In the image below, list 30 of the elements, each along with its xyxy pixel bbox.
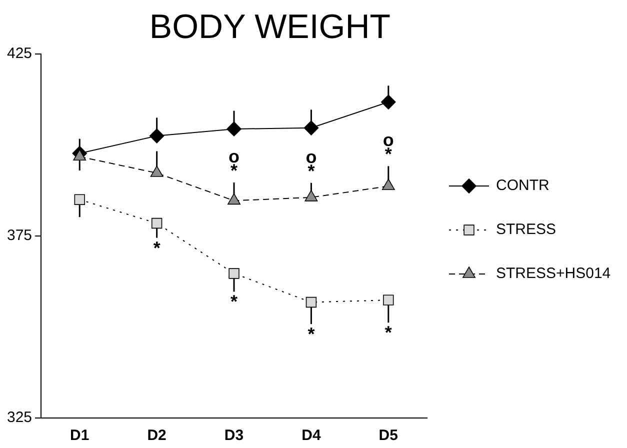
point	[151, 218, 162, 229]
point	[149, 128, 164, 144]
point	[150, 166, 164, 177]
x-tick-label: D1	[70, 427, 90, 444]
point	[226, 122, 242, 136]
chart-title: BODY WEIGHT	[148, 8, 392, 47]
point	[381, 94, 396, 110]
annotation: *	[308, 324, 315, 344]
point	[73, 149, 86, 161]
x-tick-label: D3	[224, 427, 244, 444]
y-tick-label: 375	[6, 227, 32, 244]
point	[304, 120, 319, 136]
annotation: *	[384, 322, 392, 343]
point	[383, 294, 394, 306]
legend-label: STRESS	[496, 221, 556, 238]
point	[304, 190, 318, 202]
point	[382, 178, 395, 190]
x-tick-label: D5	[378, 427, 398, 444]
legend-label: CONTR	[496, 177, 550, 194]
legend-label: STRESS+HS014	[496, 265, 611, 282]
point	[228, 193, 240, 205]
x-tick-label: D2	[147, 427, 166, 444]
y-tick-label: 325	[6, 409, 32, 426]
point	[228, 268, 240, 279]
x-tick-label: D4	[302, 427, 322, 444]
point	[74, 194, 85, 205]
annotation: *	[153, 238, 160, 258]
point	[306, 296, 317, 308]
annotation: *	[230, 292, 238, 312]
y-tick-label: 425	[6, 45, 32, 62]
